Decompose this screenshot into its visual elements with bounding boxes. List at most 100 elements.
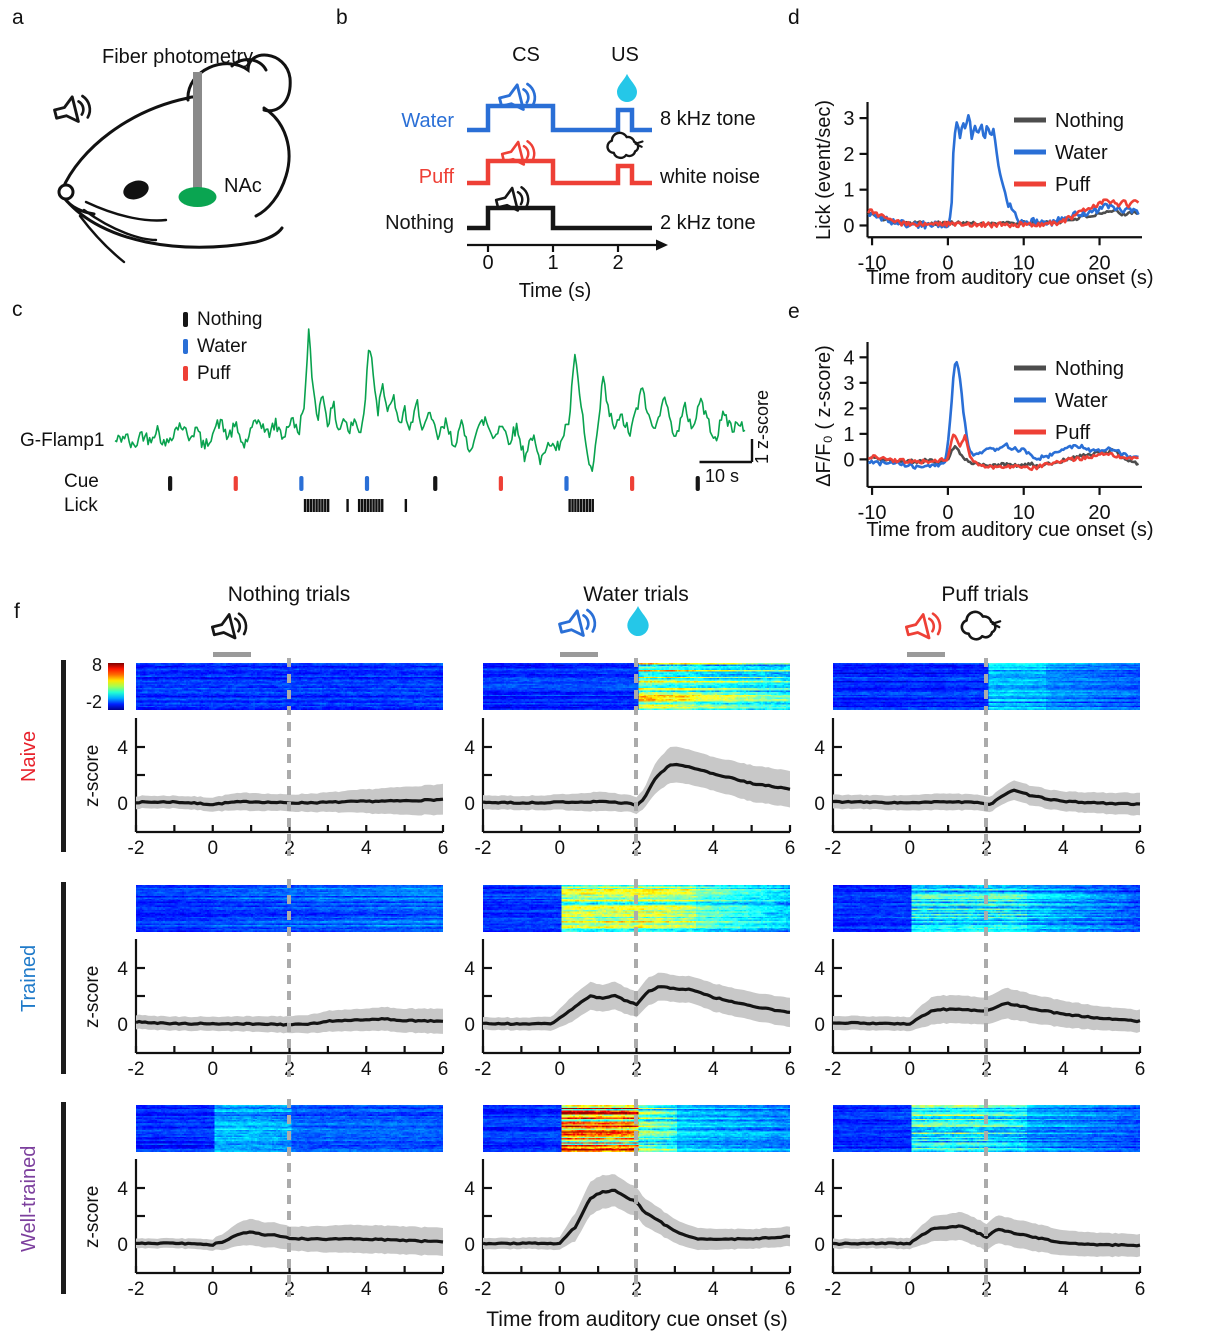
- trace-naive-nothing: 4 0 -2 0 2 4 6: [108, 718, 453, 859]
- puff-row-label: Puff: [418, 166, 454, 188]
- svg-text:0: 0: [117, 1015, 128, 1036]
- svg-text:Puff: Puff: [1055, 174, 1091, 196]
- svg-text:0: 0: [554, 1059, 565, 1080]
- svg-text:Lick (event/sec): Lick (event/sec): [813, 100, 835, 240]
- svg-text:Nothing: Nothing: [1055, 110, 1124, 132]
- svg-text:6: 6: [785, 838, 796, 859]
- row-label-naive: Naive: [18, 730, 40, 782]
- column-title-puff: Puff trials: [941, 583, 1029, 606]
- svg-text:0: 0: [464, 1015, 475, 1036]
- svg-text:0: 0: [904, 1059, 915, 1080]
- svg-text:4: 4: [1058, 1279, 1069, 1300]
- water-pulse-trace: [467, 103, 652, 133]
- trial-structure-diagram: [467, 103, 668, 252]
- svg-text:0: 0: [904, 838, 915, 859]
- svg-text:4: 4: [708, 838, 719, 859]
- heatmap-naive-nothing: [136, 663, 443, 710]
- heatmap-well-trained-nothing: [136, 1105, 443, 1152]
- dff-zscore-chart: 0 1 2 3 4 -10 0 10 20 ΔF/F₀ ( z-score) Time from a…: [812, 322, 1192, 567]
- svg-text:4: 4: [1058, 838, 1069, 859]
- svg-text:2: 2: [843, 398, 854, 420]
- b-xtick-2: 2: [612, 252, 624, 274]
- column-title-water: Water trials: [583, 583, 689, 606]
- panel-d-label: d: [788, 6, 800, 29]
- svg-text:2: 2: [631, 1059, 642, 1080]
- mouse-nose: [57, 183, 75, 201]
- trace-well-trained-water: 4 0 -2 0 2 4 6: [455, 1159, 800, 1300]
- zscore-colorbar: [108, 663, 124, 710]
- svg-text:2: 2: [981, 1059, 992, 1080]
- svg-text:Puff: Puff: [1055, 422, 1091, 444]
- svg-text:4: 4: [814, 1179, 825, 1200]
- svg-text:2: 2: [284, 838, 295, 859]
- cue-duration-bar: [907, 652, 945, 657]
- svg-text:4: 4: [814, 959, 825, 980]
- svg-text:0: 0: [843, 215, 854, 237]
- water-drop-icon: [612, 72, 642, 102]
- c-legend-water: Water: [197, 336, 247, 357]
- group-bracket-trained: [61, 882, 66, 1074]
- heatmap-trained-nothing: [136, 885, 443, 932]
- svg-text:6: 6: [438, 1279, 449, 1300]
- svg-text:6: 6: [785, 1279, 796, 1300]
- svg-text:0: 0: [814, 1015, 825, 1036]
- lick-rate-chart: 0 1 2 3 -10 0 10 20 Lick (event/sec) Time from au…: [812, 86, 1192, 316]
- svg-text:4: 4: [708, 1059, 719, 1080]
- puff-tone-label: white noise: [660, 166, 761, 188]
- zscore-axis-label: z-score: [82, 965, 103, 1029]
- panel-c-label: c: [12, 298, 23, 321]
- svg-text:20: 20: [1088, 252, 1110, 274]
- row-label-trained: Trained: [18, 944, 40, 1012]
- b-xtick-1: 1: [547, 252, 559, 274]
- cue-duration-bar: [213, 652, 251, 657]
- svg-text:10: 10: [1013, 252, 1035, 274]
- svg-text:1 z-score: 1 z-score: [752, 390, 772, 464]
- nothing-cue-swatch: [183, 312, 188, 327]
- panel-f-label: f: [14, 600, 20, 623]
- svg-text:0: 0: [554, 838, 565, 859]
- mouse-ears-outline: [186, 53, 292, 113]
- svg-text:4: 4: [464, 738, 475, 759]
- svg-text:-2: -2: [475, 1279, 492, 1300]
- mouse-head-drawing: [57, 53, 292, 264]
- svg-text:0: 0: [814, 1235, 825, 1256]
- svg-text:4: 4: [361, 838, 372, 859]
- svg-text:4: 4: [361, 1279, 372, 1300]
- svg-text:10: 10: [1013, 502, 1035, 524]
- water-row-label: Water: [401, 110, 454, 132]
- f-xaxis-label: Time from auditory cue onset (s): [486, 1308, 788, 1331]
- svg-text:4: 4: [464, 1179, 475, 1200]
- trace-well-trained-nothing: 4 0 -2 0 2 4 6: [108, 1159, 453, 1300]
- svg-text:4: 4: [117, 1179, 128, 1200]
- svg-text:0: 0: [843, 449, 854, 471]
- nothing-pulse-trace: [467, 205, 652, 231]
- lick-row-label: Lick: [64, 495, 98, 516]
- nothing-tone-label: 2 kHz tone: [660, 212, 756, 234]
- mouse-eye: [123, 180, 149, 200]
- svg-text:4: 4: [1058, 1059, 1069, 1080]
- gflamp-example-trace-plot: 10 s 1 z-score: [114, 328, 772, 512]
- svg-text:2: 2: [981, 838, 992, 859]
- air-puff-icon: [958, 604, 1004, 642]
- svg-text:2: 2: [631, 838, 642, 859]
- svg-text:6: 6: [785, 1059, 796, 1080]
- svg-text:-2: -2: [128, 838, 145, 859]
- us-label: US: [611, 44, 639, 66]
- svg-text:0: 0: [464, 1235, 475, 1256]
- cs-label: CS: [512, 44, 540, 66]
- gflamp1-label: G-Flamp1: [20, 430, 105, 451]
- svg-text:4: 4: [117, 738, 128, 759]
- svg-text:-2: -2: [825, 1279, 842, 1300]
- puff-pulse-trace: [467, 158, 652, 186]
- svg-text:-10: -10: [858, 502, 887, 524]
- zscore-axis-label: z-score: [82, 1185, 103, 1249]
- colorbar-min-label: -2: [85, 692, 102, 712]
- svg-text:4: 4: [117, 959, 128, 980]
- trace-naive-water: 4 0 -2 0 2 4 6: [455, 718, 800, 859]
- svg-text:0: 0: [207, 1059, 218, 1080]
- zscore-axis-label: z-score: [82, 744, 103, 808]
- heatmap-well-trained-water: [483, 1105, 790, 1152]
- svg-text:6: 6: [438, 838, 449, 859]
- svg-text:Nothing: Nothing: [1055, 358, 1124, 380]
- svg-text:2: 2: [843, 144, 854, 166]
